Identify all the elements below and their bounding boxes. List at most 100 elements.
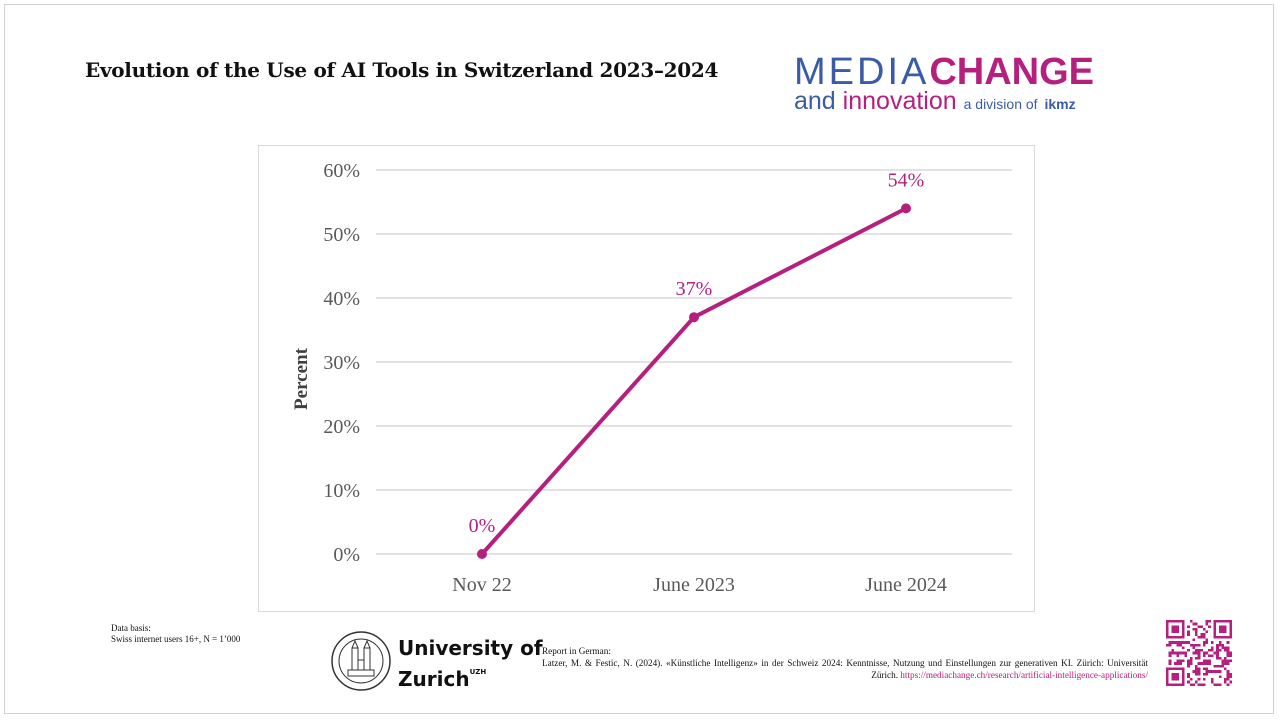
logo-division: a division of bbox=[963, 96, 1038, 112]
qr-module bbox=[1210, 680, 1214, 684]
qr-module bbox=[1216, 670, 1219, 673]
qr-module bbox=[1224, 659, 1227, 663]
qr-module bbox=[1216, 643, 1219, 647]
line-chart: 0% 10% 20% 30% 40% 50% 60% Nov 22 June 2023 June… bbox=[291, 160, 1012, 596]
qr-module bbox=[1195, 670, 1198, 673]
qr-module bbox=[1195, 633, 1198, 636]
qr-module bbox=[1224, 667, 1227, 671]
qr-module bbox=[1189, 656, 1193, 660]
qr-module bbox=[1195, 649, 1198, 652]
qr-module bbox=[1218, 625, 1227, 634]
qr-module bbox=[1187, 680, 1190, 684]
qr-module bbox=[1224, 656, 1227, 660]
qr-module bbox=[1218, 656, 1222, 660]
qr-module bbox=[1216, 651, 1219, 655]
logo-media: MEDIA bbox=[794, 51, 930, 93]
qr-module bbox=[1195, 667, 1198, 671]
qr-module bbox=[1226, 672, 1230, 676]
qr-module bbox=[1202, 627, 1206, 631]
qr-module bbox=[1224, 646, 1227, 650]
qr-module bbox=[1192, 683, 1196, 686]
mediachange-logo: MEDIACHANGE and innovation a division of… bbox=[794, 52, 1124, 122]
report-label: Report in German: bbox=[542, 646, 611, 656]
qr-module bbox=[1205, 667, 1209, 671]
qr-module bbox=[1192, 622, 1196, 626]
qr-module bbox=[1195, 622, 1198, 626]
logo-and: and bbox=[794, 87, 836, 115]
qr-module bbox=[1208, 659, 1211, 663]
report-link[interactable]: https://mediachange.ch/research/artifici… bbox=[900, 670, 1148, 680]
data-basis: Data basis: Swiss internet users 16+, N … bbox=[111, 623, 240, 645]
qr-module bbox=[1200, 683, 1203, 686]
qr-module bbox=[1168, 641, 1172, 644]
uzh-logo: University of ZurichUZH bbox=[330, 630, 543, 692]
qr-module bbox=[1229, 680, 1232, 684]
qr-module bbox=[1229, 651, 1232, 655]
qr-code[interactable] bbox=[1166, 620, 1232, 686]
data-label: 54% bbox=[888, 169, 925, 191]
data-basis-text: Swiss internet users 16+, N = 1’000 bbox=[111, 634, 241, 644]
slide-frame bbox=[4, 4, 1274, 714]
qr-module bbox=[1218, 641, 1222, 644]
qr-module bbox=[1195, 627, 1198, 631]
qr-module bbox=[1200, 649, 1203, 652]
qr-module bbox=[1208, 625, 1211, 628]
qr-module bbox=[1189, 683, 1193, 686]
report-citation: Latzer, M. & Festic, N. (2024). «Künstli… bbox=[542, 658, 1148, 680]
qr-module bbox=[1202, 651, 1206, 655]
qr-module bbox=[1168, 643, 1172, 647]
qr-module bbox=[1210, 649, 1214, 652]
qr-module bbox=[1218, 675, 1222, 679]
uzh-line2: Zurich bbox=[398, 667, 470, 691]
qr-module bbox=[1179, 643, 1182, 647]
qr-module bbox=[1197, 651, 1201, 655]
qr-module bbox=[1200, 625, 1203, 628]
qr-module bbox=[1205, 651, 1209, 655]
qr-module bbox=[1181, 659, 1185, 663]
y-tick-label: 40% bbox=[323, 288, 360, 310]
qr-module bbox=[1221, 659, 1225, 663]
qr-module bbox=[1205, 622, 1209, 626]
qr-module bbox=[1200, 662, 1203, 665]
qr-module bbox=[1213, 670, 1217, 673]
qr-module bbox=[1189, 678, 1193, 681]
qr-module bbox=[1166, 643, 1169, 647]
y-axis-label: Percent bbox=[291, 347, 312, 410]
data-label: 37% bbox=[676, 278, 713, 300]
qr-module bbox=[1202, 641, 1206, 644]
qr-module bbox=[1224, 678, 1227, 681]
qr-module bbox=[1197, 654, 1201, 657]
qr-module bbox=[1205, 630, 1209, 634]
qr-module bbox=[1173, 641, 1177, 644]
qr-module bbox=[1197, 683, 1201, 686]
qr-module bbox=[1221, 664, 1225, 668]
qr-module bbox=[1197, 643, 1201, 647]
qr-module bbox=[1176, 662, 1180, 665]
qr-module bbox=[1208, 670, 1211, 673]
qr-module bbox=[1221, 646, 1225, 650]
qr-module bbox=[1226, 670, 1230, 673]
chart-container: 0% 10% 20% 30% 40% 50% 60% Nov 22 June 2023 June… bbox=[258, 145, 1035, 612]
qr-module bbox=[1171, 641, 1174, 644]
qr-module bbox=[1224, 680, 1227, 684]
qr-module bbox=[1176, 641, 1180, 644]
qr-module bbox=[1187, 630, 1190, 634]
qr-module bbox=[1208, 620, 1211, 623]
qr-module bbox=[1218, 670, 1222, 673]
qr-module bbox=[1192, 638, 1196, 642]
data-label: 0% bbox=[469, 515, 496, 537]
qr-module bbox=[1226, 675, 1230, 679]
qr-module bbox=[1216, 654, 1219, 657]
x-tick-label: June 2024 bbox=[865, 574, 947, 596]
qr-module bbox=[1221, 662, 1225, 665]
qr-module bbox=[1224, 649, 1227, 652]
qr-module bbox=[1200, 635, 1203, 639]
qr-module bbox=[1197, 667, 1201, 671]
qr-module bbox=[1197, 678, 1201, 681]
qr-module bbox=[1202, 667, 1206, 671]
qr-module bbox=[1184, 654, 1188, 657]
qr-module bbox=[1173, 651, 1177, 655]
qr-module bbox=[1168, 659, 1172, 663]
qr-module bbox=[1205, 620, 1209, 623]
qr-module bbox=[1187, 649, 1190, 652]
